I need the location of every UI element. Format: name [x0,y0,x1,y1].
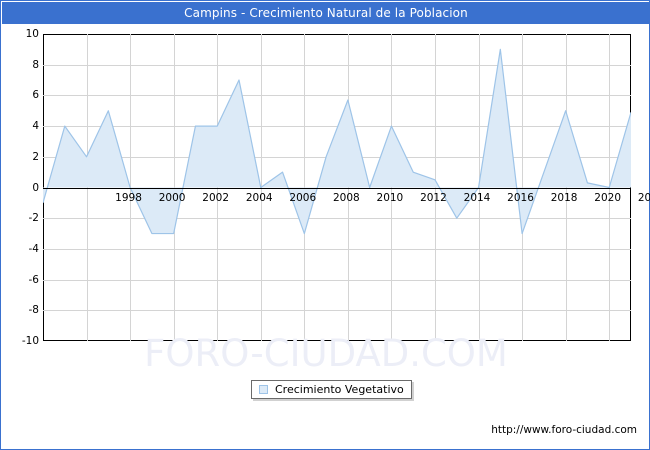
gridline-horizontal [43,249,631,250]
x-tick-label: 2014 [463,191,491,204]
y-tick-label: 6 [32,89,39,102]
y-tick-label: 4 [32,120,39,133]
x-tick-label: 2002 [202,191,230,204]
x-axis-tick-labels: 1998 2000 2002 2004 2006 2008 2010 2012 2014 2016… [43,1,650,204]
x-tick-label: 2016 [507,191,534,204]
plot-area [43,34,631,341]
chart-legend[interactable]: Crecimiento Vegetativo [251,380,412,399]
y-tick-label: -2 [28,212,39,225]
legend-swatch-icon [259,385,268,394]
x-tick-label: 2022 [637,191,650,204]
x-tick-label: 1998 [115,191,142,204]
y-tick-label: 10 [25,28,39,40]
x-tick-label: 2020 [594,191,622,204]
gridline-horizontal [43,95,631,96]
y-tick-label: -8 [28,304,39,317]
x-tick-label: 2004 [245,191,273,204]
window-title-bar: Campins - Crecimiento Natural de la Pobl… [2,2,650,24]
gridline-horizontal [43,310,631,311]
gridline-horizontal [43,218,631,219]
x-tick-label: 2018 [550,191,578,204]
series-crecimiento-vegetativo [43,48,631,235]
gridline-horizontal [43,126,631,127]
source-url: http://www.foro-ciudad.com [491,424,637,436]
y-tick-label: -4 [28,242,39,255]
legend-item-label: Crecimiento Vegetativo [275,383,404,396]
gridline-horizontal [43,65,631,66]
page-title: Campins - Crecimiento Natural de la Pobl… [184,6,468,20]
y-tick-label: -6 [28,273,39,286]
y-tick-label: -10 [21,335,39,347]
x-tick-label: 2006 [289,191,317,204]
series-area-fill [43,49,631,234]
x-tick-label: 2000 [158,191,186,204]
y-tick-label: 8 [32,58,39,71]
x-tick-label: 2012 [420,191,447,204]
zero-baseline [43,188,631,189]
series-line [43,48,631,235]
y-tick-label: 2 [32,150,39,163]
x-tick-label: 2008 [332,191,360,204]
gridline-horizontal [43,280,631,281]
y-tick-label: 0 [32,181,39,194]
x-tick-label: 2010 [376,191,404,204]
y-axis-tick-labels: 10 8 6 4 2 0 -2 -4 -6 -8 -10 [1,29,39,347]
